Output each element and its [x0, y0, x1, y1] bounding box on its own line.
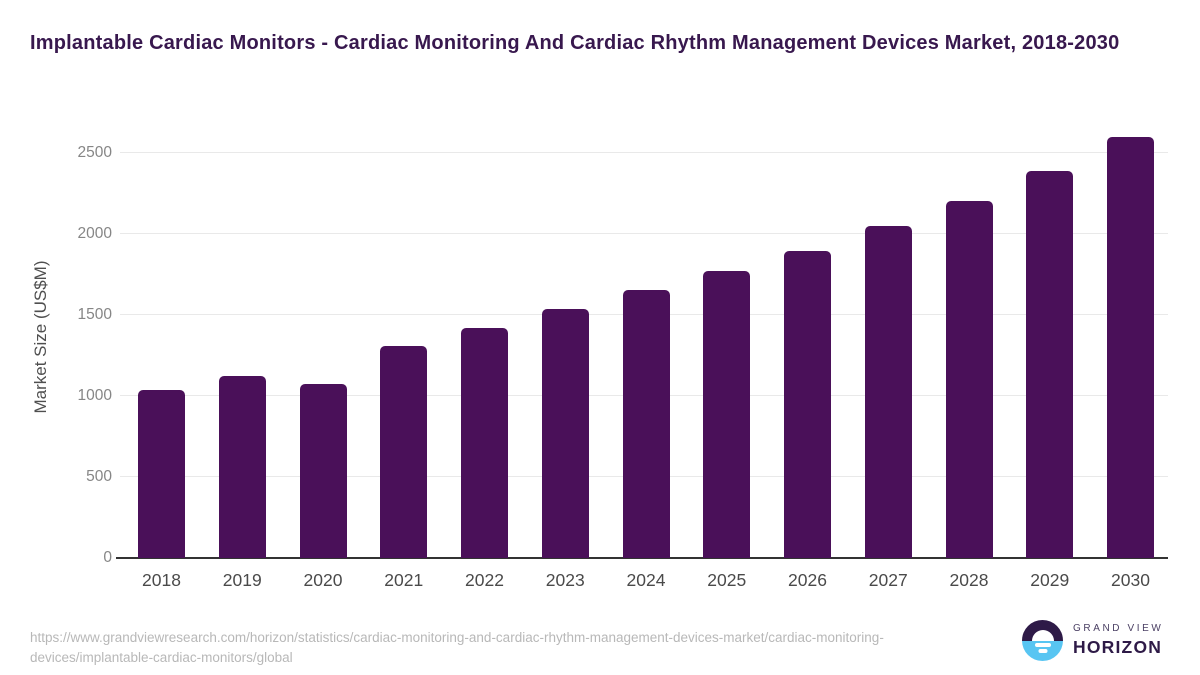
bar-2021	[380, 346, 428, 558]
bar-2023	[541, 308, 589, 558]
y-tick-2500: 2500	[77, 144, 112, 161]
icon-reflection-bar-1	[1034, 643, 1051, 647]
bar-2026	[784, 250, 831, 558]
brand-logo: GRAND VIEW HORIZON	[1022, 620, 1163, 661]
bar-2019	[218, 376, 266, 558]
horizon-sun-icon	[1022, 620, 1063, 661]
chart-title: Implantable Cardiac Monitors - Cardiac M…	[30, 32, 1120, 54]
icon-sun-dome	[1031, 629, 1054, 641]
x-tick-2028: 2028	[949, 570, 989, 590]
x-tick-2030: 2030	[1111, 570, 1150, 590]
x-tick-2019: 2019	[222, 570, 262, 590]
x-tick-2029: 2029	[1030, 570, 1070, 590]
y-tick-0: 0	[103, 549, 112, 566]
x-tick-2027: 2027	[868, 570, 908, 590]
bar-2027	[864, 226, 912, 558]
x-tick-2021: 2021	[384, 570, 424, 590]
x-tick-2022: 2022	[465, 570, 504, 590]
logo-grand-view-label: GRAND VIEW	[1073, 623, 1164, 634]
bar-2020	[299, 384, 347, 558]
bar-2030	[1107, 136, 1154, 558]
y-axis-title: Market Size (US$M)	[31, 260, 50, 414]
icon-reflection-bar-2	[1038, 649, 1047, 653]
bar-2022	[461, 327, 508, 558]
x-tick-2023: 2023	[545, 570, 585, 590]
y-tick-1000: 1000	[77, 387, 112, 404]
logo-text: GRAND VIEW HORIZON	[1073, 623, 1163, 658]
bar-2018	[138, 389, 185, 558]
y-tick-2000: 2000	[77, 225, 112, 242]
x-tick-2024: 2024	[626, 570, 666, 590]
bar-2024	[622, 289, 670, 558]
gridline-2000	[120, 233, 1168, 234]
logo-horizon-label: HORIZON	[1073, 637, 1163, 657]
bar-2025	[703, 271, 751, 558]
plot-area: 0 500 1000 1500 2000 2500 2018 2019 2020 2021 2022…	[78, 133, 1168, 590]
gridline-2500	[120, 152, 1168, 153]
x-axis-line	[116, 557, 1168, 559]
x-tick-2026: 2026	[788, 570, 827, 590]
source-url: https://www.grandviewresearch.com/horizo…	[30, 630, 884, 665]
x-tick-2018: 2018	[142, 570, 181, 590]
bar-2029	[1026, 170, 1074, 558]
bar-2028	[945, 200, 993, 558]
x-tick-2020: 2020	[303, 570, 343, 590]
y-tick-500: 500	[86, 468, 112, 485]
x-tick-2025: 2025	[707, 570, 747, 590]
y-tick-1500: 1500	[77, 306, 112, 323]
